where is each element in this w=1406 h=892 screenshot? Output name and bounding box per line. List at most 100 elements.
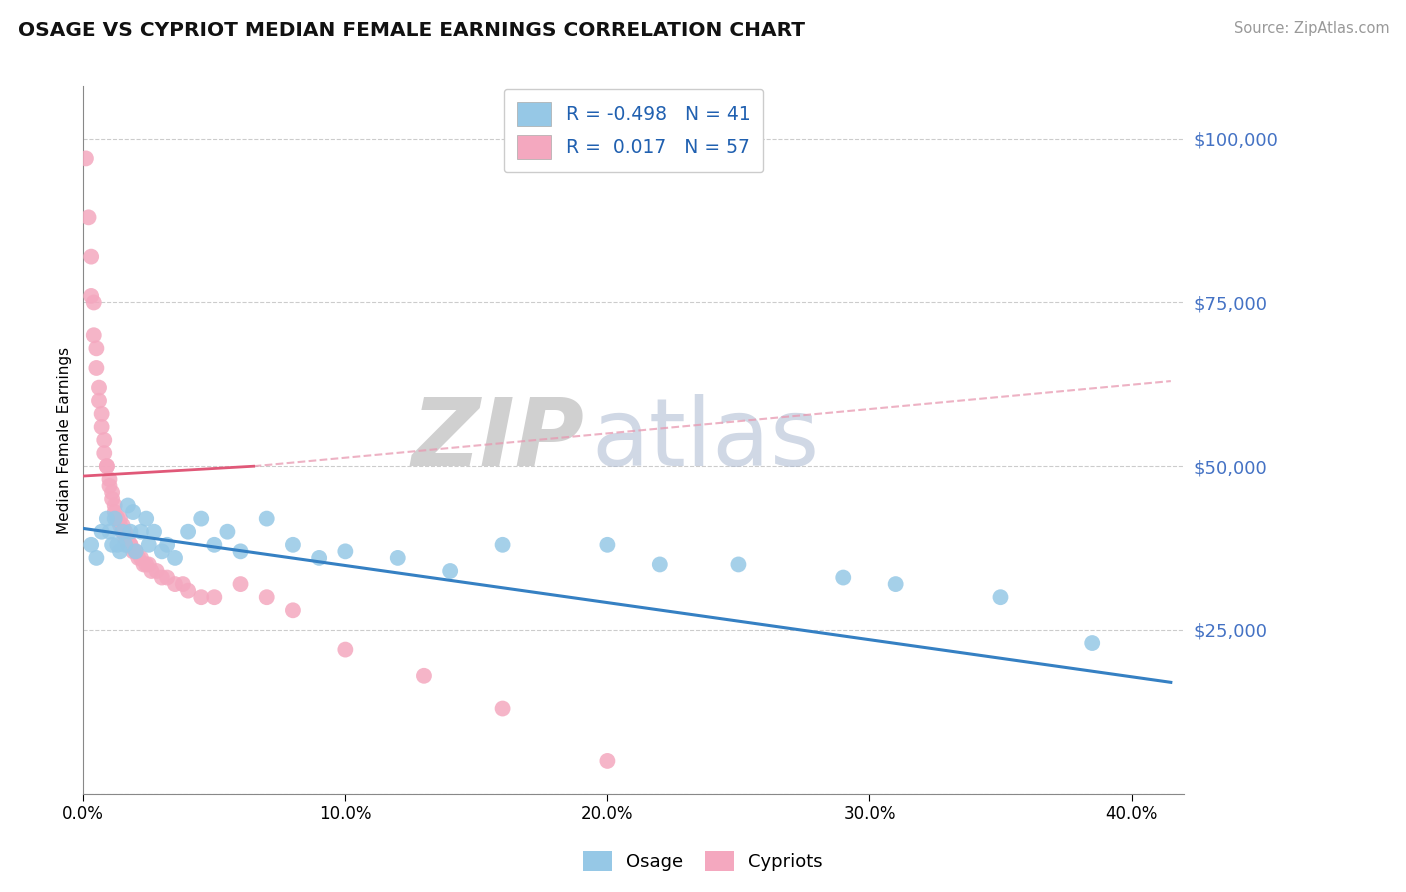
Point bbox=[125, 544, 148, 558]
Point bbox=[439, 564, 461, 578]
Point bbox=[111, 518, 134, 533]
Point bbox=[77, 211, 100, 225]
Point bbox=[1081, 636, 1104, 650]
Point bbox=[177, 583, 200, 598]
Point bbox=[125, 544, 148, 558]
Point bbox=[117, 531, 139, 545]
Point bbox=[491, 538, 513, 552]
Point bbox=[117, 499, 139, 513]
Point bbox=[104, 511, 127, 525]
Point bbox=[190, 511, 212, 525]
Point bbox=[104, 499, 127, 513]
Point bbox=[117, 538, 139, 552]
Point bbox=[114, 531, 136, 545]
Point bbox=[101, 491, 124, 506]
Point bbox=[138, 558, 160, 572]
Point bbox=[111, 524, 134, 539]
Point bbox=[111, 524, 134, 539]
Point bbox=[135, 558, 157, 572]
Point bbox=[727, 558, 749, 572]
Point bbox=[96, 459, 118, 474]
Point bbox=[101, 538, 124, 552]
Point bbox=[90, 407, 112, 421]
Point bbox=[120, 538, 142, 552]
Point bbox=[596, 538, 619, 552]
Point bbox=[163, 577, 186, 591]
Point bbox=[281, 538, 304, 552]
Point bbox=[90, 420, 112, 434]
Text: atlas: atlas bbox=[592, 394, 820, 486]
Legend: R = -0.498   N = 41, R =  0.017   N = 57: R = -0.498 N = 41, R = 0.017 N = 57 bbox=[503, 88, 763, 172]
Point bbox=[143, 524, 166, 539]
Point bbox=[87, 393, 110, 408]
Point bbox=[96, 459, 118, 474]
Point bbox=[120, 538, 142, 552]
Legend: Osage, Cypriots: Osage, Cypriots bbox=[575, 844, 831, 879]
Point bbox=[177, 524, 200, 539]
Point bbox=[86, 550, 108, 565]
Point bbox=[132, 558, 155, 572]
Point bbox=[190, 591, 212, 605]
Point bbox=[413, 669, 436, 683]
Point bbox=[108, 511, 131, 525]
Point bbox=[114, 524, 136, 539]
Point bbox=[229, 577, 252, 591]
Point bbox=[122, 505, 145, 519]
Point bbox=[202, 538, 225, 552]
Point bbox=[129, 524, 152, 539]
Point bbox=[114, 538, 136, 552]
Point bbox=[229, 544, 252, 558]
Point bbox=[491, 701, 513, 715]
Point bbox=[335, 642, 357, 657]
Point bbox=[281, 603, 304, 617]
Point bbox=[101, 485, 124, 500]
Point bbox=[83, 295, 105, 310]
Point bbox=[98, 479, 121, 493]
Point bbox=[105, 511, 128, 525]
Point bbox=[86, 342, 108, 356]
Point bbox=[98, 524, 121, 539]
Point bbox=[105, 511, 128, 525]
Point bbox=[256, 591, 278, 605]
Point bbox=[127, 550, 149, 565]
Point bbox=[217, 524, 239, 539]
Point bbox=[86, 361, 108, 376]
Point bbox=[156, 538, 179, 552]
Point bbox=[80, 250, 103, 264]
Point bbox=[93, 446, 115, 460]
Point bbox=[141, 564, 163, 578]
Point bbox=[75, 152, 97, 166]
Point bbox=[596, 754, 619, 768]
Point bbox=[256, 511, 278, 525]
Point bbox=[98, 472, 121, 486]
Point bbox=[202, 591, 225, 605]
Point bbox=[105, 538, 128, 552]
Point bbox=[122, 544, 145, 558]
Point bbox=[163, 550, 186, 565]
Point bbox=[138, 538, 160, 552]
Point bbox=[884, 577, 907, 591]
Text: ZIP: ZIP bbox=[411, 394, 583, 486]
Point bbox=[80, 289, 103, 303]
Point bbox=[145, 564, 167, 578]
Point bbox=[648, 558, 671, 572]
Point bbox=[87, 381, 110, 395]
Point bbox=[135, 511, 157, 525]
Point bbox=[90, 524, 112, 539]
Point bbox=[308, 550, 330, 565]
Text: OSAGE VS CYPRIOT MEDIAN FEMALE EARNINGS CORRELATION CHART: OSAGE VS CYPRIOT MEDIAN FEMALE EARNINGS … bbox=[18, 21, 806, 39]
Point bbox=[108, 544, 131, 558]
Point bbox=[832, 570, 855, 584]
Point bbox=[150, 544, 173, 558]
Point bbox=[150, 570, 173, 584]
Point bbox=[335, 544, 357, 558]
Point bbox=[93, 433, 115, 447]
Point bbox=[104, 505, 127, 519]
Point bbox=[129, 550, 152, 565]
Point bbox=[156, 570, 179, 584]
Point bbox=[108, 518, 131, 533]
Point bbox=[990, 591, 1012, 605]
Point bbox=[120, 524, 142, 539]
Point bbox=[96, 511, 118, 525]
Point bbox=[83, 328, 105, 343]
